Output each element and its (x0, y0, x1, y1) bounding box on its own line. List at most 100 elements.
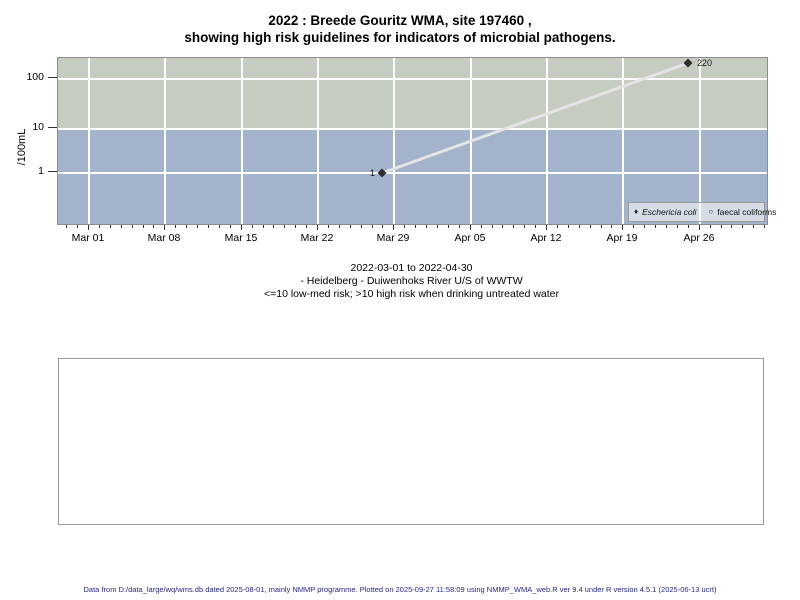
xtick-label: Apr 12 (530, 232, 562, 244)
xtick-label: Mar 01 (71, 232, 105, 244)
horizontal-gridline (58, 128, 767, 130)
vertical-gridline (88, 58, 90, 224)
x-minor-tick (120, 225, 122, 228)
horizontal-gridline (58, 172, 767, 174)
x-major-tick (698, 225, 700, 230)
xtick-label: Mar 22 (300, 232, 334, 244)
horizontal-gridline (58, 78, 767, 80)
caption: 2022-03-01 to 2022-04-30 - Heidelberg - … (57, 262, 766, 301)
x-minor-tick (524, 225, 526, 228)
x-major-tick (88, 225, 89, 230)
chart-title-line2: showing high risk guidelines for indicat… (184, 29, 616, 45)
chart-title-line1: 2022 : Breede Gouritz WMA, site 197460 , (268, 13, 532, 28)
ytick-100-dash (48, 77, 57, 78)
vertical-gridline (546, 58, 548, 224)
footer-provenance: Data from D:/data_large/wq/wms.db dated … (83, 585, 717, 594)
x-minor-tick (262, 225, 264, 228)
empty-plot-panel (58, 358, 764, 525)
x-minor-tick (655, 225, 657, 228)
data-point-diamond-1 (377, 168, 387, 178)
x-minor-tick (556, 225, 558, 228)
x-minor-tick (131, 225, 133, 228)
x-minor-tick (742, 225, 744, 228)
open-circle-icon: ○ (708, 207, 714, 216)
y-axis-title: /100mL (16, 128, 28, 166)
ytick-10-dash (48, 127, 57, 128)
x-minor-tick (720, 225, 722, 228)
x-major-tick (622, 225, 624, 230)
x-minor-tick (491, 225, 493, 228)
x-minor-tick (687, 225, 689, 228)
x-minor-tick (218, 225, 220, 228)
high-risk-region (58, 58, 767, 129)
x-minor-tick (98, 225, 100, 228)
filled-diamond-icon: ♦ (634, 207, 639, 216)
legend-entry-faecal: ○ faecal coliforms (708, 207, 776, 217)
vertical-gridline (622, 58, 625, 224)
caption-site-name: - Heidelberg - Duiwenhoks River U/S of W… (300, 275, 523, 287)
vertical-gridline (164, 58, 167, 224)
x-minor-tick (153, 225, 155, 228)
x-minor-tick (273, 225, 275, 228)
x-minor-tick (197, 225, 199, 228)
x-minor-tick (208, 225, 209, 228)
x-major-tick (317, 225, 318, 230)
legend-entry-ecoli: ♦ Eschericia coli (634, 207, 696, 217)
x-minor-tick (502, 225, 504, 228)
x-minor-tick (229, 225, 231, 228)
xtick-label: Apr 19 (606, 232, 638, 244)
caption-date-range: 2022-03-01 to 2022-04-30 (350, 262, 473, 274)
x-major-tick (469, 225, 471, 230)
x-minor-tick (447, 225, 449, 228)
x-minor-tick (327, 225, 329, 228)
x-minor-tick (676, 225, 678, 228)
x-major-tick (393, 225, 395, 230)
x-minor-tick (404, 225, 406, 228)
x-minor-tick (109, 225, 111, 228)
legend: ♦ Eschericia coli ○ faecal coliforms (628, 202, 776, 222)
xtick-label: Mar 08 (147, 232, 181, 244)
data-point-diamond-2 (683, 58, 693, 68)
ytick-label-100: 100 (26, 71, 44, 83)
x-minor-tick (415, 225, 417, 228)
legend-label-faecal: faecal coliforms (717, 207, 777, 217)
x-minor-tick (633, 225, 635, 228)
x-minor-tick (666, 225, 667, 228)
x-minor-tick (284, 225, 286, 228)
vertical-gridline (393, 58, 396, 224)
series-line (381, 61, 689, 175)
x-minor-tick (77, 225, 79, 228)
vertical-gridline (317, 58, 319, 224)
xtick-label: Mar 15 (224, 232, 258, 244)
x-minor-tick (437, 225, 438, 228)
x-minor-tick (251, 225, 253, 228)
x-minor-tick (589, 225, 591, 228)
x-minor-tick (644, 225, 646, 228)
x-major-tick (240, 225, 242, 230)
legend-label-ecoli: Eschericia coli (642, 207, 697, 217)
x-minor-tick (186, 225, 188, 228)
x-major-tick (164, 225, 166, 230)
vertical-gridline (698, 58, 701, 224)
x-minor-tick (338, 225, 340, 228)
x-minor-tick (458, 225, 460, 228)
x-minor-tick (578, 225, 580, 228)
x-minor-tick (426, 225, 428, 228)
ytick-1-dash (48, 171, 57, 172)
vertical-gridline (240, 58, 243, 224)
xtick-label: Apr 05 (454, 232, 486, 244)
xtick-label: Apr 26 (683, 232, 715, 244)
x-minor-tick (142, 225, 144, 228)
x-minor-tick (731, 225, 733, 228)
ytick-label-10: 10 (32, 121, 44, 133)
x-minor-tick (535, 225, 537, 228)
xtick-label: Mar 29 (376, 232, 410, 244)
x-minor-tick (382, 225, 384, 228)
x-minor-tick (295, 225, 297, 228)
ecoli-series (377, 58, 693, 178)
x-minor-tick (764, 225, 766, 228)
x-minor-tick (513, 225, 515, 228)
x-minor-tick (306, 225, 308, 228)
x-minor-tick (600, 225, 602, 228)
data-point-label-220: 220 (697, 58, 713, 68)
